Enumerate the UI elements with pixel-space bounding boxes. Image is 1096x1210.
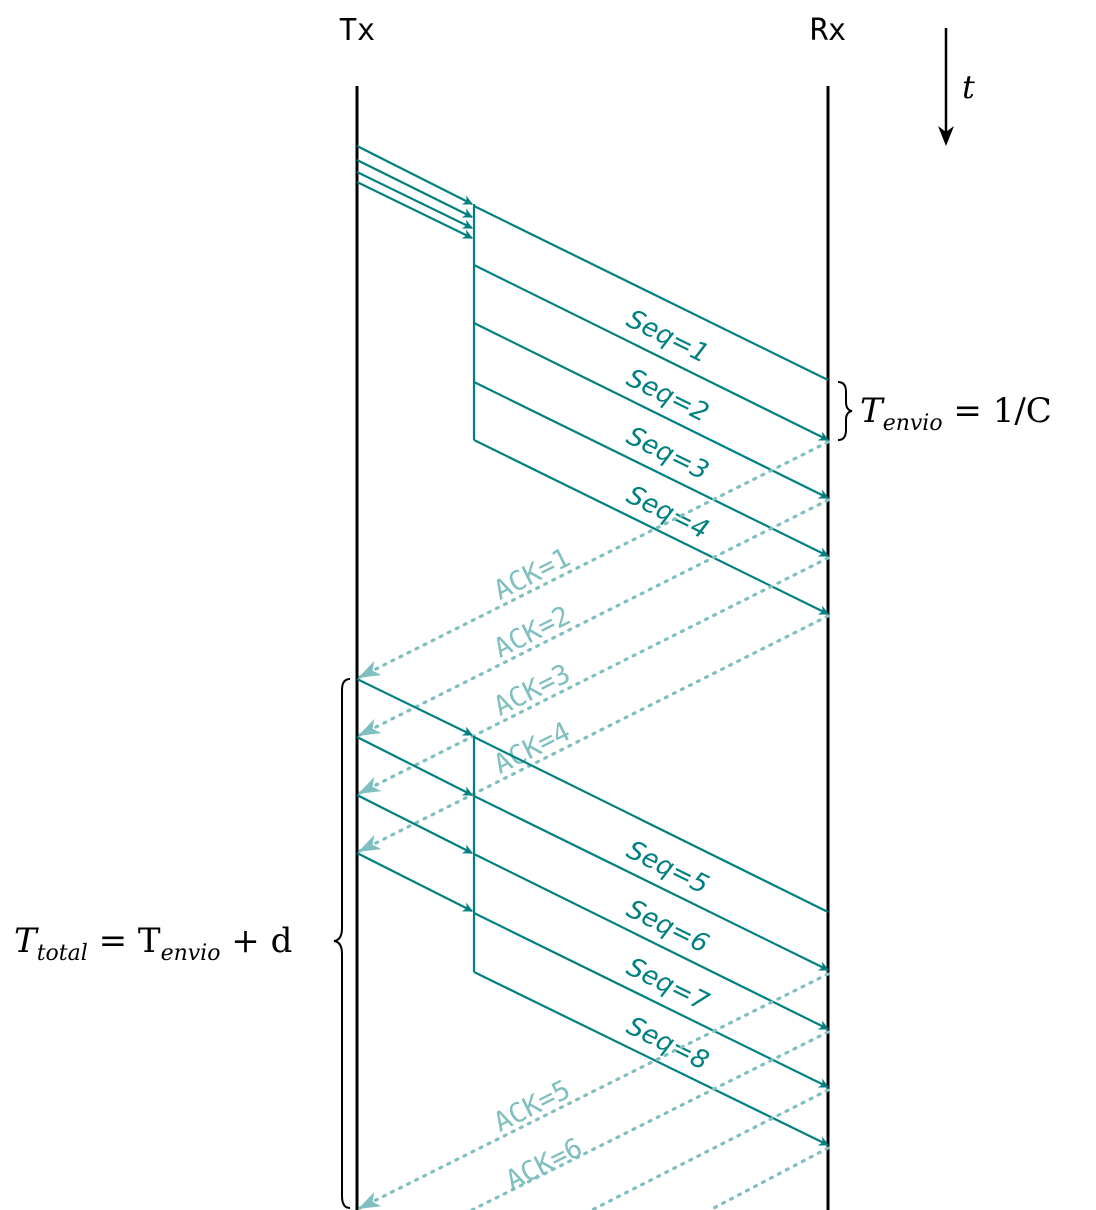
packet-seq-8 — [473, 912, 829, 1088]
tx-label: Tx — [339, 13, 375, 48]
ack-line-3 — [358, 556, 830, 795]
time-label: t — [962, 68, 975, 106]
ack-line-6 — [470, 1030, 830, 1210]
ack-line-1 — [358, 440, 830, 679]
rx-label: Rx — [810, 13, 846, 48]
ack-label-4: ACK=4 — [489, 716, 576, 780]
ack-batch-1 — [358, 440, 830, 853]
ack-label-1: ACK=1 — [489, 542, 576, 606]
batch-2: Seq=5 Seq=6 Seq=7 Seq=8 — [356, 678, 829, 1146]
batch-1: Seq=1 Seq=2 Seq=3 Seq=4 — [356, 145, 829, 615]
ack-line-7 — [590, 1088, 830, 1210]
packet-seq-2 — [473, 264, 829, 441]
ack-label-5: ACK=5 — [489, 1074, 576, 1138]
tenvio-formula: Tenvio = 1/C — [860, 391, 1052, 436]
packet-seq-4 — [473, 381, 829, 557]
ack-batch-2 — [358, 972, 830, 1210]
ack-line-5 — [358, 972, 830, 1210]
packet-seq-1 — [473, 205, 829, 381]
tenvio-brace: Tenvio = 1/C — [837, 381, 1052, 441]
ack-line-4 — [358, 614, 830, 853]
packet-seq-3 — [473, 322, 829, 499]
packet-seq-6 — [473, 795, 829, 971]
time-arrow: t — [938, 28, 975, 146]
ttotal-formula: Ttotal = Tenvio + d — [14, 921, 292, 966]
ttotal-brace: Ttotal = Tenvio + d — [14, 678, 351, 1209]
packet-seq-7 — [473, 853, 829, 1030]
ack-line-2 — [358, 498, 830, 737]
ack-line-8 — [708, 1146, 830, 1210]
ack-label-2: ACK=2 — [489, 600, 576, 664]
packet-seq-5 — [473, 736, 829, 913]
ack-label-3: ACK=3 — [489, 658, 576, 722]
ack-label-6: ACK=6 — [501, 1132, 588, 1196]
